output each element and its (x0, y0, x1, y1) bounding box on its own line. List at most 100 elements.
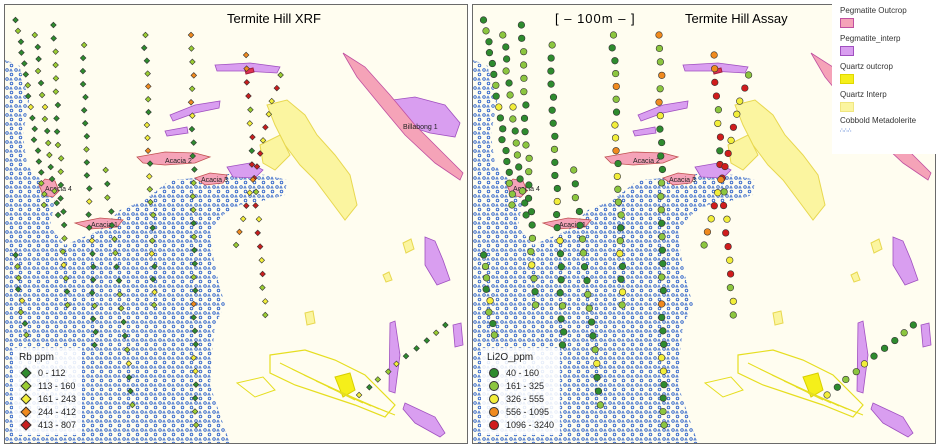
legend-title: Rb ppm (19, 352, 55, 363)
sample-circle (724, 149, 732, 158)
quartz-outcrop-polygon (269, 349, 396, 418)
geology-legend-item: Cobbold Metadolerite ∴∴∴ (840, 116, 916, 134)
pegmatite-interp-polygon (920, 322, 932, 348)
sample-circle (580, 263, 589, 271)
sample-circle (479, 16, 488, 24)
legend-item: 556 - 1095 (487, 405, 554, 418)
geology-legend-item: Pegmatite Outcrop (840, 6, 907, 28)
sample-diamond (190, 314, 197, 321)
sample-circle (833, 383, 841, 391)
sample-circle (571, 194, 579, 202)
sample-diamond (83, 172, 91, 179)
sample-diamond (192, 341, 199, 348)
sample-diamond (190, 273, 197, 281)
metadolerite-body (5, 60, 287, 443)
sample-diamond (38, 169, 45, 176)
sample-diamond (82, 93, 89, 101)
quartz-interp-polygon (266, 99, 358, 221)
quartz-interp-polygon (850, 271, 861, 283)
sample-circle (575, 207, 583, 216)
sample-diamond (151, 263, 158, 270)
sample-diamond (120, 318, 127, 326)
sample-diamond (57, 155, 65, 162)
sample-circle (594, 387, 603, 395)
sample-diamond (64, 301, 71, 309)
sample-circle (551, 158, 559, 166)
sample-diamond (41, 103, 49, 111)
sample-diamond (47, 163, 54, 171)
sample-circle (503, 157, 511, 166)
sample-circle (710, 202, 718, 210)
sample-diamond (144, 147, 152, 154)
diamond-symbol-icon (20, 405, 32, 418)
sample-diamond (190, 72, 198, 79)
sample-diamond (18, 297, 26, 304)
sample-circle (558, 302, 567, 310)
sample-circle (712, 92, 721, 100)
sample-diamond (189, 193, 197, 200)
sample-diamond (191, 166, 198, 173)
sample-diamond (192, 287, 199, 294)
sample-diamond (146, 160, 154, 167)
prospect-label: Acacia 2 (165, 158, 192, 165)
sample-circle (656, 112, 664, 120)
sample-diamond (14, 27, 22, 35)
sample-circle (658, 219, 666, 227)
sample-circle (511, 127, 519, 135)
metadolerite-body (473, 60, 755, 443)
sample-circle (520, 114, 529, 122)
sample-diamond (191, 260, 199, 267)
sample-diamond (258, 257, 265, 264)
sample-circle (482, 274, 491, 282)
sample-diamond (35, 55, 42, 63)
sample-circle (503, 55, 511, 63)
sample-circle (557, 276, 565, 284)
sample-diamond (53, 128, 61, 135)
sample-diamond (54, 141, 62, 149)
pegmatite-interp-polygon (169, 100, 221, 122)
sample-diamond (374, 376, 382, 383)
legend-item: 113 - 160 (19, 379, 76, 392)
sample-circle (733, 110, 741, 118)
sample-diamond (61, 235, 68, 242)
sample-circle (729, 123, 738, 131)
sample-circle (498, 136, 506, 144)
sample-circle (655, 98, 663, 106)
sample-diamond (89, 315, 97, 323)
sample-circle (726, 284, 734, 292)
sample-circle (722, 229, 730, 237)
sample-diamond (79, 67, 87, 75)
sample-circle (726, 270, 735, 278)
sample-diamond (14, 286, 22, 293)
prospect-label: Acacia 1 (91, 222, 118, 229)
sample-circle (596, 401, 604, 409)
sample-circle (891, 336, 899, 345)
sample-diamond (259, 270, 266, 278)
prospect-label: Acacia 4 (45, 186, 72, 193)
legend-li2o: Li2O_ppm 40 - 160 161 - 325 326 - 555 55… (481, 348, 561, 435)
sample-circle (550, 145, 559, 153)
sample-circle (522, 141, 530, 149)
legend-label: 1096 - 3240 (506, 419, 555, 430)
pegmatite-outcrop-polygon (342, 52, 464, 181)
sample-diamond (192, 381, 200, 388)
map-panel-xrf: Acacia 4 Acacia 1 Acacia 2 Acacia 3 Billabon… (4, 4, 468, 444)
sample-diamond (191, 246, 198, 254)
sample-diamond (249, 133, 256, 141)
sample-diamond (85, 224, 93, 231)
sample-diamond (86, 198, 93, 205)
sample-circle (659, 407, 667, 416)
sample-circle (585, 304, 593, 312)
sample-diamond (150, 301, 158, 309)
sample-circle (525, 181, 533, 189)
sample-circle (655, 31, 663, 39)
sample-circle (481, 262, 490, 271)
sample-circle (860, 360, 869, 368)
sample-circle (608, 44, 616, 52)
sample-circle (703, 228, 712, 236)
sample-circle (660, 421, 668, 429)
sample-diamond (53, 115, 60, 122)
sample-diamond (385, 368, 392, 375)
sample-diamond (41, 190, 48, 198)
sample-circle (482, 285, 490, 293)
